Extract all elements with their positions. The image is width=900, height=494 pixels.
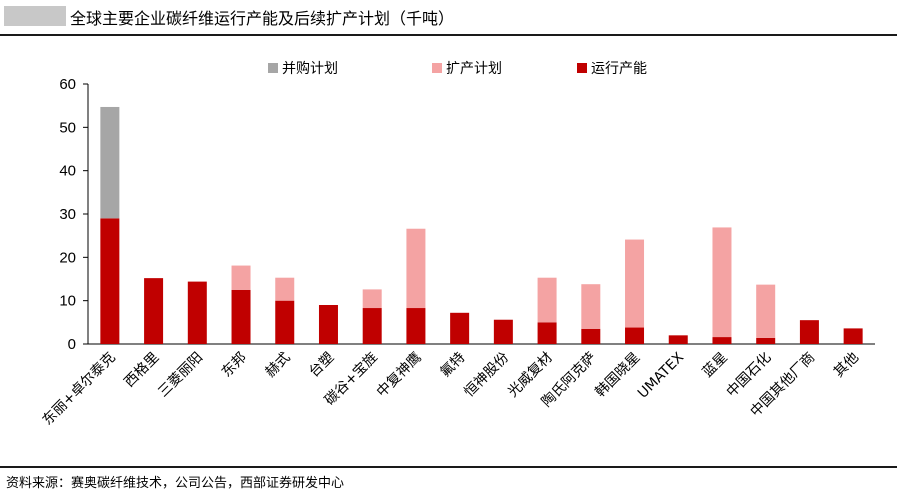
y-tick-label: 20 [59, 249, 76, 266]
category-label: 其他 [831, 350, 862, 381]
bar-segment [406, 308, 426, 344]
category-label: 西格里 [121, 350, 162, 391]
bar-segment [581, 328, 601, 344]
category-label: 赫式 [262, 350, 293, 381]
bar-segment [318, 305, 338, 344]
bottom-rule [0, 466, 897, 468]
legend-swatch [268, 63, 278, 73]
bar-segment [100, 218, 120, 344]
y-tick-label: 30 [59, 206, 76, 223]
category-label: 氟特 [437, 350, 468, 381]
axes: 0 10 20 30 40 50 60 [59, 76, 875, 353]
bar-segment [187, 281, 207, 344]
legend-swatch [432, 63, 442, 73]
legend-label: 并购计划 [282, 61, 338, 77]
category-label: 东丽+卓尔泰克 [40, 350, 119, 429]
bar-segment [100, 106, 120, 219]
bar-segment [231, 265, 251, 290]
bar-segment [537, 322, 557, 344]
bar-segment [843, 328, 863, 344]
category-label: 恒神股份 [461, 350, 512, 401]
title-bar: 全球主要企业碳纤维运行产能及后续扩产计划（千吨） [0, 0, 900, 34]
bar-segment [799, 320, 819, 344]
bar-segment [362, 289, 382, 309]
category-label: 东邦 [219, 350, 250, 381]
bar-segment [625, 327, 645, 344]
bar-segment [275, 277, 295, 301]
legend: 并购计划 扩产计划 运行产能 [268, 61, 647, 77]
bar-segment [756, 284, 776, 338]
stacked-bar-chart: 并购计划 扩产计划 运行产能 0 10 20 30 40 50 60 东丽+卓尔泰克 西格里三菱丽… [40, 61, 875, 429]
bar-segment [625, 239, 645, 328]
bar-segment [581, 284, 601, 329]
legend-swatch [577, 63, 587, 73]
bar-segment [406, 228, 426, 309]
figure-tag [4, 6, 66, 26]
category-label: 中复神鹰 [373, 349, 425, 401]
bar-segment [362, 308, 382, 344]
source-note: 资料来源：赛奥碳纤维技术，公司公告，西部证券研发中心 [6, 476, 345, 491]
bar-segment [144, 278, 164, 344]
bar-segment [493, 319, 513, 344]
bar-segment [537, 277, 557, 323]
category-label: 蓝星 [700, 350, 731, 381]
category-label: 三菱丽阳 [155, 350, 206, 401]
chart-title: 全球主要企业碳纤维运行产能及后续扩产计划（千吨） [70, 9, 455, 28]
y-tick-label: 40 [59, 163, 76, 180]
category-label: 韩国晓星 [592, 350, 643, 401]
legend-label: 运行产能 [591, 61, 647, 77]
bar-segment [756, 337, 776, 344]
y-tick-label: 60 [59, 76, 76, 93]
y-tick-label: 0 [68, 336, 76, 353]
y-tick-label: 50 [59, 119, 76, 136]
bar-segment [450, 312, 470, 344]
top-rule [0, 34, 897, 36]
bar-segment [712, 227, 732, 338]
legend-label: 扩产计划 [446, 61, 502, 77]
bar-segment [712, 337, 732, 344]
bar-segment [275, 300, 295, 344]
bars [100, 106, 863, 344]
y-tick-label: 10 [59, 293, 76, 310]
category-label: 台塑 [306, 350, 337, 381]
bar-segment [668, 335, 688, 344]
category-label: UMATEX [635, 349, 687, 401]
bar-segment [231, 289, 251, 344]
